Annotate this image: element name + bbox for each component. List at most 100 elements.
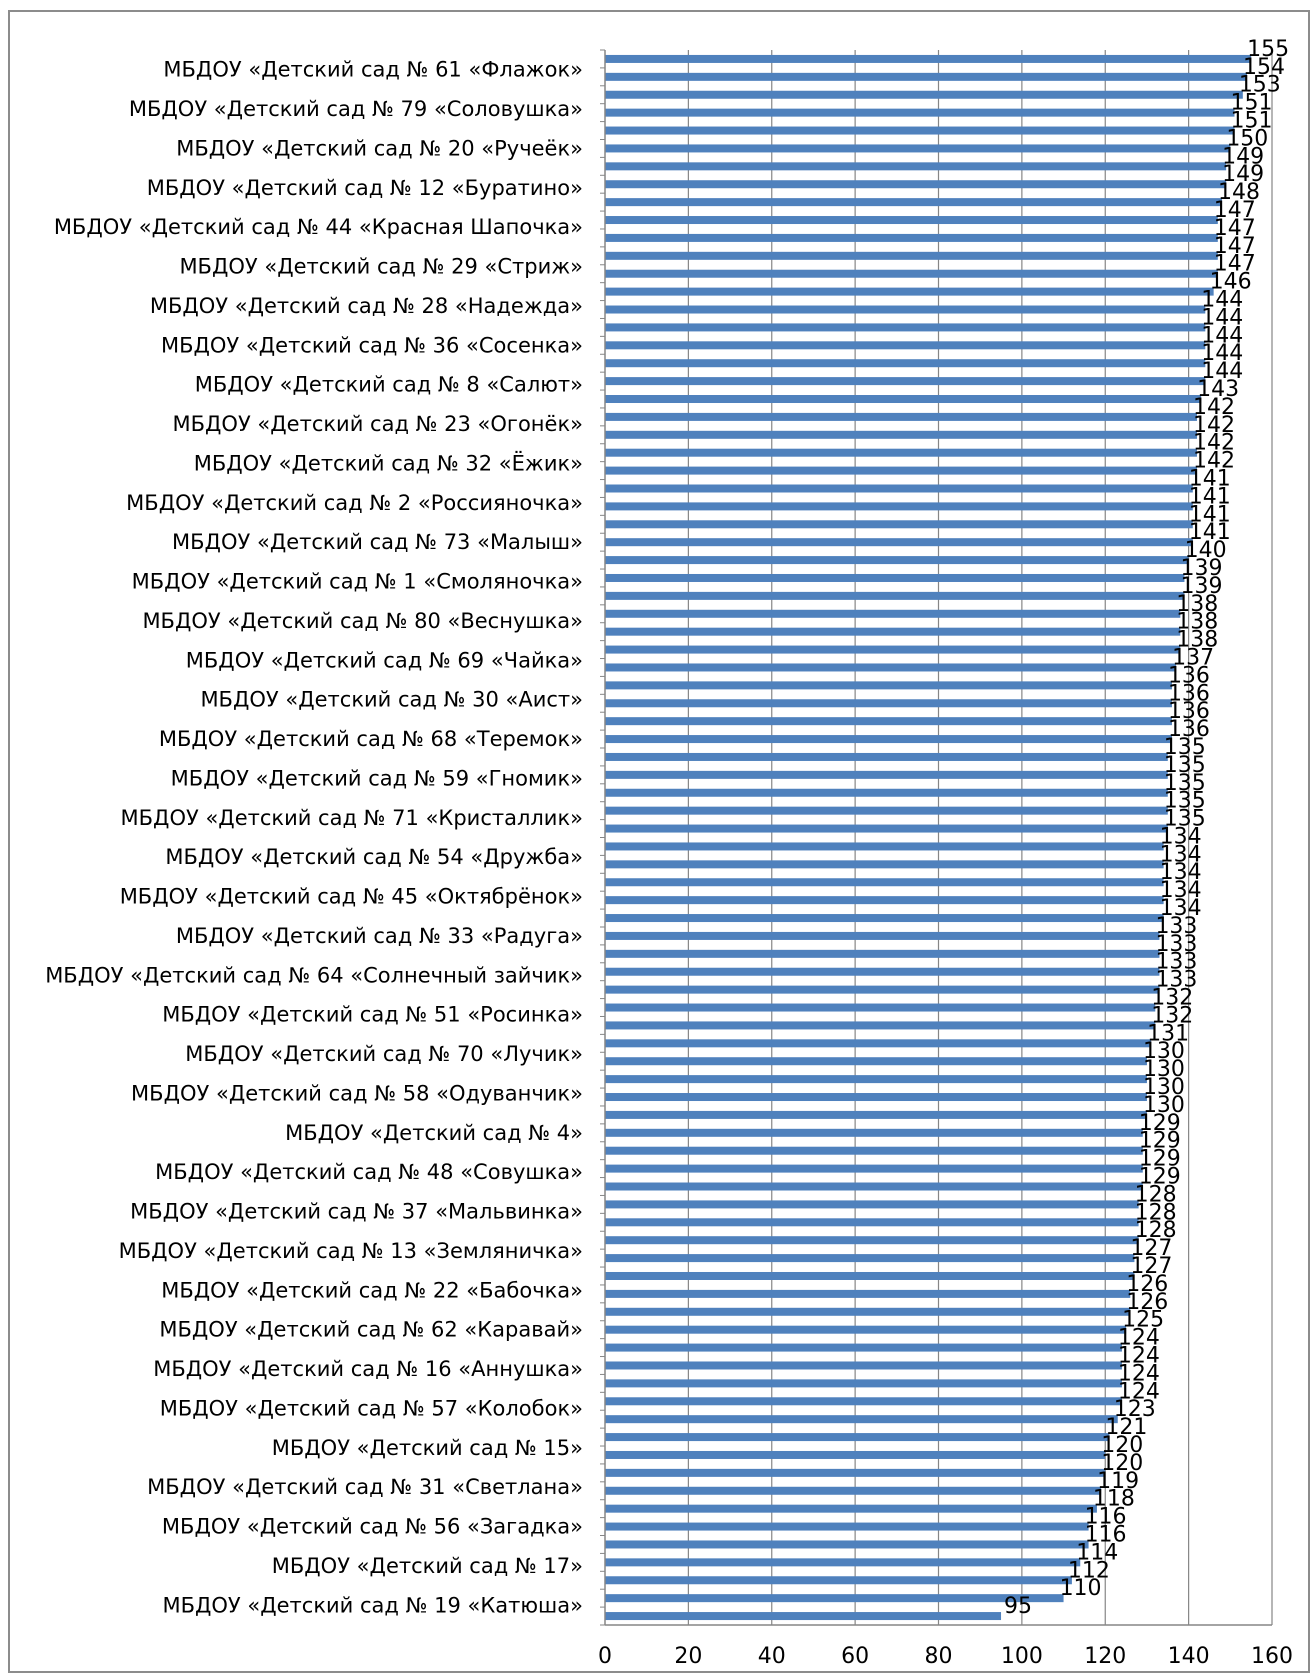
value-label: 132	[1151, 1003, 1193, 1028]
x-tick-label: 80	[925, 1644, 953, 1669]
value-label: 142	[1193, 431, 1235, 456]
value-label: 121	[1105, 1415, 1147, 1440]
bar	[605, 1486, 1102, 1495]
bar	[605, 108, 1235, 117]
value-label: 147	[1214, 198, 1256, 223]
category-label: МБДОУ «Детский сад № 58 «Одуванчик»	[131, 1081, 583, 1105]
bar	[605, 287, 1214, 296]
category-label: МБДОУ «Детский сад № 61 «Флажок»	[163, 58, 583, 82]
category-label: МБДОУ «Детский сад № 51 «Росинка»	[162, 1003, 583, 1027]
bar	[605, 1433, 1110, 1442]
value-label: 135	[1164, 753, 1206, 778]
bar	[605, 1612, 1002, 1621]
value-label: 128	[1135, 1218, 1177, 1243]
category-label: МБДОУ «Детский сад № 22 «Бабочка»	[161, 1278, 583, 1302]
value-label: 141	[1189, 484, 1231, 509]
bar	[605, 735, 1172, 744]
axes	[600, 49, 1272, 1626]
value-label: 133	[1155, 932, 1197, 957]
category-label: МБДОУ «Детский сад № 57 «Колобок»	[160, 1396, 583, 1420]
bar	[605, 1307, 1131, 1316]
bar	[605, 484, 1193, 493]
category-label: МБДОУ «Детский сад № 56 «Загадка»	[162, 1515, 583, 1539]
bar	[605, 1289, 1131, 1298]
category-label: МБДОУ «Детский сад № 44 «Красная Шапочка…	[54, 215, 583, 239]
value-label: 130	[1143, 1093, 1185, 1118]
bar	[605, 967, 1160, 976]
value-label: 120	[1101, 1433, 1143, 1458]
value-label: 135	[1164, 807, 1206, 832]
bar	[605, 591, 1185, 600]
category-label: МБДОУ «Детский сад № 2 «Россияночка»	[126, 491, 583, 515]
value-label: 143	[1197, 377, 1239, 402]
bar	[605, 1325, 1127, 1334]
x-tick-label: 140	[1168, 1644, 1210, 1669]
value-label: 126	[1126, 1290, 1168, 1315]
value-label: 133	[1155, 914, 1197, 939]
value-label: 150	[1226, 126, 1268, 151]
x-tick-label: 160	[1251, 1644, 1293, 1669]
bar	[605, 1522, 1089, 1531]
value-label: 148	[1218, 180, 1260, 205]
value-label: 134	[1160, 842, 1202, 867]
value-label: 114	[1076, 1540, 1118, 1565]
value-label: 141	[1189, 466, 1231, 491]
value-label: 124	[1118, 1361, 1160, 1386]
value-label: 144	[1201, 341, 1243, 366]
category-label: МБДОУ «Детский сад № 8 «Салют»	[195, 373, 583, 397]
category-label: МБДОУ «Детский сад № 69 «Чайка»	[186, 648, 583, 672]
bar	[605, 180, 1227, 189]
category-label: МБДОУ «Детский сад № 30 «Аист»	[200, 688, 583, 712]
bar	[605, 985, 1160, 994]
value-label: 118	[1093, 1487, 1135, 1512]
bar	[605, 412, 1197, 421]
bar	[605, 752, 1168, 761]
value-label: 144	[1201, 323, 1243, 348]
bar	[605, 430, 1197, 439]
category-label: МБДОУ «Детский сад № 62 «Каравай»	[159, 1318, 583, 1342]
value-label: 138	[1176, 592, 1218, 617]
value-label: 124	[1118, 1326, 1160, 1351]
category-label: МБДОУ «Детский сад № 45 «Октябрёнок»	[120, 885, 583, 909]
value-label: 132	[1151, 986, 1193, 1011]
value-label: 141	[1189, 520, 1231, 545]
bar	[605, 1236, 1139, 1245]
category-label: МБДОУ «Детский сад № 79 «Соловушка»	[129, 97, 583, 121]
bar	[605, 1110, 1147, 1119]
value-label: 138	[1176, 610, 1218, 635]
category-label: МБДОУ «Детский сад № 32 «Ёжик»	[194, 450, 583, 475]
value-label: 136	[1168, 717, 1210, 742]
bar	[605, 502, 1193, 511]
category-label: МБДОУ «Детский сад № 68 «Теремок»	[159, 727, 583, 751]
bar	[605, 1361, 1122, 1370]
bar	[605, 305, 1206, 314]
bar	[605, 1450, 1106, 1459]
value-label: 139	[1180, 574, 1222, 599]
value-label: 137	[1172, 645, 1214, 670]
bar	[605, 341, 1206, 350]
bar	[605, 717, 1172, 726]
x-tick-label: 60	[841, 1644, 869, 1669]
category-label: МБДОУ «Детский сад № 36 «Сосенка»	[161, 333, 583, 357]
bar	[605, 144, 1231, 153]
value-label: 95	[1004, 1594, 1032, 1619]
value-label: 133	[1155, 968, 1197, 993]
bar	[605, 1343, 1122, 1352]
bar	[605, 770, 1168, 779]
x-tick-label: 40	[758, 1644, 786, 1669]
category-label: МБДОУ «Детский сад № 37 «Мальвинка»	[130, 1200, 583, 1224]
value-label: 126	[1126, 1272, 1168, 1297]
value-label: 154	[1243, 55, 1285, 80]
bar	[605, 699, 1172, 708]
bar	[605, 359, 1206, 368]
bar	[605, 1379, 1122, 1388]
bar	[605, 1415, 1118, 1424]
bar	[605, 377, 1206, 386]
bar	[605, 216, 1218, 225]
bar	[605, 860, 1164, 869]
category-label: МБДОУ «Детский сад № 12 «Буратино»	[147, 176, 583, 200]
bar	[605, 72, 1247, 81]
bar	[605, 233, 1218, 242]
bar	[605, 609, 1181, 618]
bar	[605, 251, 1218, 260]
